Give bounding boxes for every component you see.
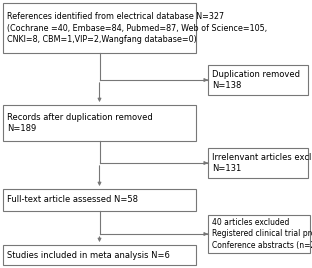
Bar bbox=[208, 65, 308, 95]
Text: Duplication removed
N=138: Duplication removed N=138 bbox=[212, 70, 300, 90]
Bar bbox=[3, 3, 196, 53]
Bar bbox=[208, 148, 308, 178]
Bar bbox=[3, 245, 196, 265]
Text: References identified from electrical database N=327
(Cochrane =40, Embase=84, P: References identified from electrical da… bbox=[7, 12, 267, 44]
Text: Full-text article assessed N=58: Full-text article assessed N=58 bbox=[7, 195, 138, 204]
Bar bbox=[208, 215, 310, 253]
Text: Studies included in meta analysis N=6: Studies included in meta analysis N=6 bbox=[7, 251, 170, 259]
Bar bbox=[3, 105, 196, 141]
Text: 40 articles excluded
Registered clinical trial protocols (n=18)
Conference abstr: 40 articles excluded Registered clinical… bbox=[212, 218, 312, 250]
Text: Irrelenvant articles excluded
N=131: Irrelenvant articles excluded N=131 bbox=[212, 153, 312, 173]
Bar bbox=[3, 189, 196, 211]
Text: Records after duplication removed
N=189: Records after duplication removed N=189 bbox=[7, 113, 153, 133]
